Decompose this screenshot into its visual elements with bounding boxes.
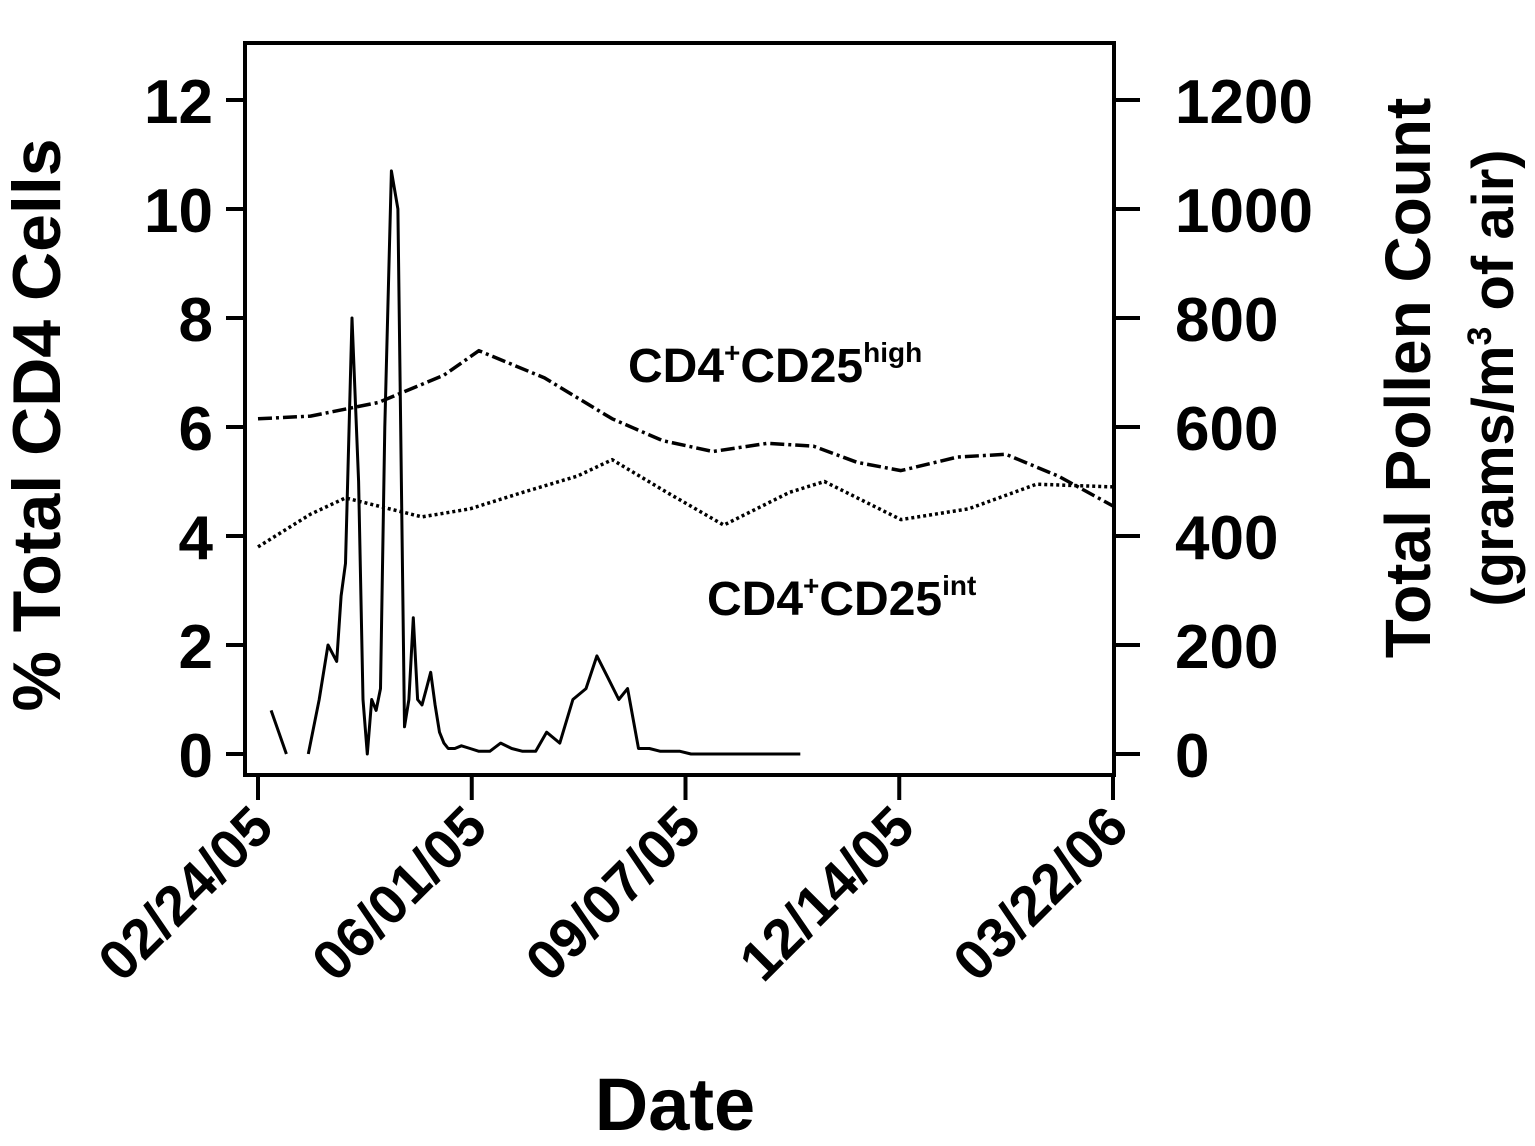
series-1-line (257, 457, 1114, 549)
series-2-line-1 (306, 169, 801, 756)
x-tick-label-0: 02/24/05 (86, 794, 285, 993)
annotation-int-cd4: CD4 (707, 573, 803, 626)
annotation-high-plus: + (724, 337, 740, 368)
y2-tick-label-6: 1200 (1175, 68, 1313, 137)
y2-axis-title-line1: Total Pollen Count (1372, 98, 1444, 659)
y-axis-title: % Total CD4 Cells (0, 138, 75, 711)
x-tick-label-4: 03/22/06 (941, 794, 1140, 993)
y-tick-label-4: 8 (179, 286, 213, 355)
y-tick-label-3: 6 (179, 395, 213, 464)
annotation-high-cd25: CD25 (740, 340, 863, 393)
y2-tick-label-1: 200 (1175, 613, 1278, 682)
y-tick-label-6: 12 (144, 68, 213, 137)
x-tick-label-3: 12/14/05 (727, 794, 926, 993)
y2-axis-title-sup: 3 (1461, 327, 1499, 346)
y2-axis-title-unit: (grams/m (1461, 346, 1526, 607)
series-lines (257, 169, 1114, 756)
y-tick-label-0: 0 (179, 722, 213, 791)
x-tick-label-1: 06/01/05 (300, 794, 499, 993)
annotation-int-plus: + (803, 570, 819, 601)
series-0-line (257, 348, 1114, 508)
annotation-int-cd25: CD25 (819, 573, 942, 626)
y-tick-label-1: 2 (179, 613, 213, 682)
y2-axis-title-end: of air) (1461, 149, 1526, 326)
plot-frame (243, 41, 1116, 777)
axis-ticks: 0 2 4 6 8 10 12 0 200 400 600 800 1000 1200 02/24/05 06… (86, 68, 1313, 993)
annotation-cd25-high: CD4+CD25high (628, 337, 922, 393)
annotation-high-sup: high (863, 337, 922, 368)
y2-tick-label-0: 0 (1175, 722, 1209, 791)
x-axis-title: Date (595, 1063, 755, 1146)
annotation-int-sup: int (942, 570, 976, 601)
y-tick-label-5: 10 (144, 177, 213, 246)
x-tick-label-2: 09/07/05 (513, 794, 712, 993)
y2-tick-label-2: 400 (1175, 504, 1278, 573)
y2-axis-title-line2: (grams/m3 of air) (1461, 149, 1526, 606)
y-tick-label-2: 4 (179, 504, 214, 573)
annotation-high-cd4: CD4 (628, 340, 724, 393)
series-2-line-0 (269, 709, 288, 755)
annotation-cd25-int: CD4+CD25int (707, 570, 976, 626)
y2-tick-label-4: 800 (1175, 286, 1278, 355)
y2-tick-label-3: 600 (1175, 395, 1278, 464)
y2-tick-label-5: 1000 (1175, 177, 1313, 246)
